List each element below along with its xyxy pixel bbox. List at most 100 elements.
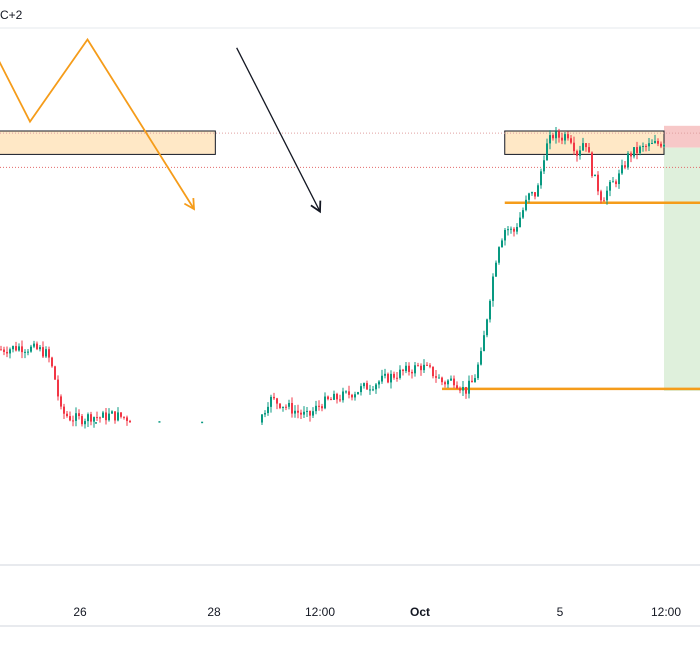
candle [300, 409, 302, 419]
candle [276, 397, 278, 410]
candle-body [297, 410, 299, 413]
candle-body [387, 373, 389, 383]
candle [354, 391, 356, 401]
candle-body [30, 346, 32, 352]
candle [15, 341, 17, 352]
candle [639, 145, 641, 156]
candle [450, 375, 452, 382]
candle-body [102, 412, 104, 418]
pattern-arrowhead [183, 197, 195, 211]
candle-body [465, 386, 467, 394]
candle [261, 413, 263, 426]
candle [660, 141, 662, 149]
candle [582, 137, 584, 151]
candle-body [6, 351, 8, 354]
candle [498, 246, 500, 265]
candle [108, 408, 110, 422]
candle [519, 212, 521, 228]
candle [333, 390, 335, 401]
candle [429, 363, 431, 369]
candle [432, 366, 434, 379]
candle-body [24, 351, 26, 353]
candle [6, 346, 8, 358]
pattern-path [0, 37, 195, 210]
candle-body [585, 143, 587, 148]
candle-body [303, 411, 305, 415]
x-tick-label: Oct [410, 605, 430, 619]
candle [492, 273, 494, 307]
candle [330, 397, 332, 401]
candle-body [543, 160, 545, 172]
candle [363, 382, 365, 389]
candle-body [411, 371, 413, 374]
candle-body [579, 150, 581, 156]
candle [537, 183, 539, 197]
levels-layer [0, 132, 700, 391]
candle [63, 403, 65, 419]
candle-body [114, 411, 116, 421]
candle [396, 372, 398, 382]
candle [95, 422, 97, 424]
candle [201, 421, 204, 424]
candle [573, 136, 575, 155]
candle-body [285, 406, 287, 408]
candle-body [291, 402, 293, 414]
candle [90, 411, 92, 426]
candle [453, 375, 455, 389]
candle-body [78, 413, 80, 417]
candle [111, 410, 113, 414]
candle [345, 390, 347, 394]
candle [603, 197, 605, 202]
candle [441, 376, 443, 386]
candle [158, 421, 161, 423]
candle-body [288, 402, 290, 407]
candle-body [435, 376, 437, 378]
candle-body [408, 365, 410, 372]
candle-body [108, 413, 110, 421]
candle [348, 385, 350, 399]
candle [381, 369, 383, 384]
candle [657, 138, 659, 147]
candle-body [519, 217, 521, 227]
candle-body [552, 135, 554, 139]
candle-body [558, 131, 560, 138]
candle-body [663, 144, 665, 147]
candle [282, 406, 284, 412]
candle [663, 143, 665, 148]
candle-body [615, 181, 617, 185]
candle-body [642, 146, 644, 148]
candle-body [660, 143, 662, 147]
candle [579, 145, 581, 160]
candle-body [60, 396, 62, 407]
candle [630, 151, 632, 163]
candle-body [453, 378, 455, 386]
candle [360, 383, 362, 396]
candle-body [333, 393, 335, 400]
x-tick-label: 12:00 [305, 605, 335, 619]
candle-body [546, 143, 548, 161]
candle [399, 365, 401, 380]
candle [39, 344, 41, 352]
candle-body [36, 343, 38, 350]
candle [414, 361, 416, 377]
candle [72, 415, 74, 427]
candle [120, 412, 122, 419]
candle [279, 403, 281, 410]
candle-body [405, 365, 407, 372]
candle-body [321, 406, 323, 409]
candle [438, 374, 440, 379]
candle-body [645, 146, 647, 148]
candle-body [294, 410, 296, 414]
candle-body [444, 382, 446, 385]
candle-body [468, 380, 470, 394]
candle-body [654, 141, 656, 144]
candle [93, 416, 95, 428]
candle [285, 404, 287, 411]
candle-body [9, 349, 11, 354]
candle-body [564, 134, 566, 141]
candle-body [3, 349, 5, 352]
candle [612, 176, 614, 183]
candle-body [510, 228, 512, 230]
candle [81, 414, 83, 427]
